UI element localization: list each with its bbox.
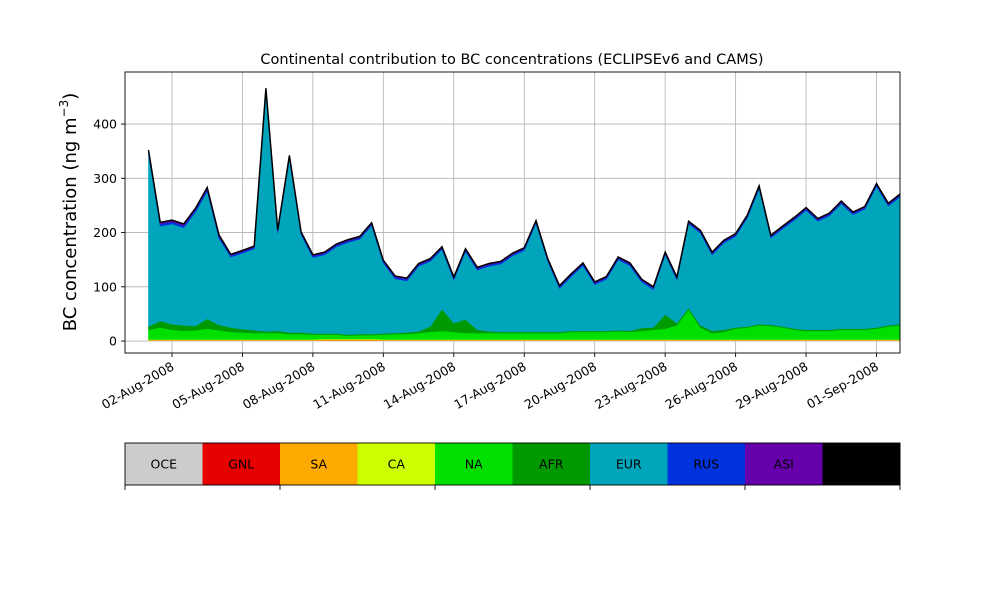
legend-swatch-gnl bbox=[202, 443, 281, 485]
legend-swatch-sa bbox=[280, 443, 358, 485]
y-tick-label: 300 bbox=[93, 171, 117, 186]
x-tick-label: 01-Sep-2008 bbox=[804, 359, 881, 412]
x-tick-label: 02-Aug-2008 bbox=[99, 359, 177, 412]
y-tick-label: 0 bbox=[109, 334, 117, 349]
x-tick-label: 23-Aug-2008 bbox=[592, 359, 670, 412]
y-tick-label: 200 bbox=[93, 225, 117, 240]
y-axis-label: BC concentration (ng m−3) bbox=[57, 93, 81, 332]
chart-title: Continental contribution to BC concentra… bbox=[260, 52, 763, 68]
legend-label-sa: SA bbox=[310, 457, 327, 472]
x-tick-label: 08-Aug-2008 bbox=[240, 359, 318, 412]
legend-swatch-rus bbox=[667, 443, 746, 485]
x-tick-label: 14-Aug-2008 bbox=[381, 359, 459, 412]
y-axis: 0 100 200 300 400 bbox=[93, 117, 125, 349]
legend-swatch-ca bbox=[357, 443, 436, 485]
legend-swatch-asi bbox=[745, 443, 823, 485]
legend-label-oce: OCE bbox=[151, 457, 178, 472]
x-tick-label: 17-Aug-2008 bbox=[451, 359, 529, 412]
x-tick-label: 29-Aug-2008 bbox=[733, 359, 811, 412]
legend-label-na: NA bbox=[465, 457, 483, 472]
x-tick-label: 11-Aug-2008 bbox=[310, 359, 388, 412]
x-tick-label: 05-Aug-2008 bbox=[169, 359, 247, 412]
legend-swatch-aus bbox=[822, 443, 901, 485]
x-tick-label: 26-Aug-2008 bbox=[663, 359, 741, 412]
legend-swatch-eur bbox=[590, 443, 668, 485]
legend-label-gnl: GNL bbox=[228, 457, 254, 472]
y-axis-label-superscript: −3 bbox=[57, 100, 71, 118]
legend-label-eur: EUR bbox=[616, 457, 642, 472]
legend-label-ca: CA bbox=[388, 457, 406, 472]
x-tick-label: 20-Aug-2008 bbox=[522, 359, 600, 412]
colorbar-frame bbox=[124, 442, 901, 486]
plot-frame bbox=[124, 71, 901, 354]
legend-colorbar: OCE GNL SA CA NA AFR EUR RUS ASI AUS bbox=[124, 442, 901, 490]
legend-swatch-na bbox=[435, 443, 513, 485]
axes-frame bbox=[124, 71, 901, 354]
legend-swatch-oce bbox=[125, 443, 203, 485]
legend-label-afr: AFR bbox=[539, 457, 564, 472]
legend-swatch-afr bbox=[512, 443, 591, 485]
y-tick-label: 400 bbox=[93, 117, 117, 132]
y-axis-label-close: ) bbox=[60, 93, 81, 100]
legend-label-asi: ASI bbox=[774, 457, 794, 472]
y-axis-label-main: BC concentration (ng m bbox=[60, 117, 81, 331]
legend-label-rus: RUS bbox=[693, 457, 719, 472]
x-axis: 02-Aug-200805-Aug-200808-Aug-200811-Aug-… bbox=[99, 353, 881, 412]
legend-label-aus: AUS bbox=[848, 457, 874, 472]
total-outline bbox=[147, 88, 901, 288]
y-tick-label: 100 bbox=[93, 279, 117, 294]
